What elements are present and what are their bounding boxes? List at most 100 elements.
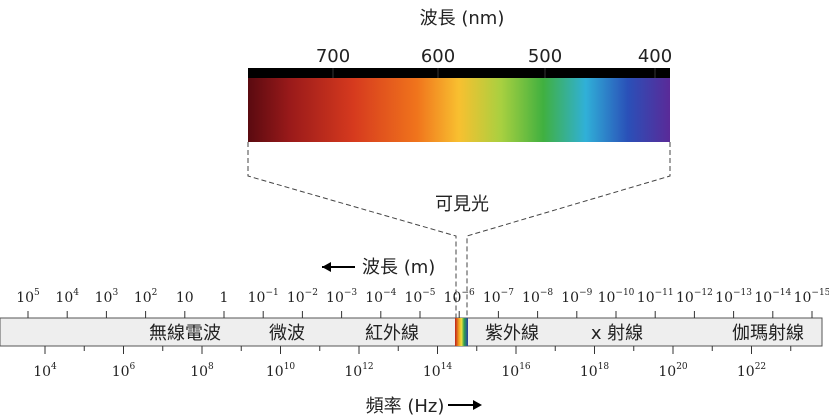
base: 10 bbox=[598, 290, 616, 306]
power-label: 10−5 bbox=[404, 288, 435, 306]
visible-spectrum bbox=[248, 78, 670, 142]
exponent: −10 bbox=[615, 288, 634, 298]
power-label: 10−9 bbox=[561, 288, 592, 306]
power-label: 1018 bbox=[580, 362, 610, 380]
nm-tick-label: 400 bbox=[638, 46, 672, 67]
base: 10 bbox=[715, 290, 733, 306]
exponent: −11 bbox=[655, 288, 674, 298]
base: 10 bbox=[55, 290, 73, 306]
base: 10 bbox=[501, 364, 519, 380]
power-label: 106 bbox=[112, 362, 136, 380]
power-label: 10−12 bbox=[676, 288, 713, 306]
power-label: 10−15 bbox=[794, 288, 829, 306]
power-label: 1010 bbox=[266, 362, 296, 380]
exponent: 4 bbox=[51, 362, 57, 372]
base: 10 bbox=[344, 364, 362, 380]
band-label: 微波 bbox=[269, 323, 305, 344]
base: 10 bbox=[287, 290, 305, 306]
exponent: −1 bbox=[265, 288, 278, 298]
power-label: 10−13 bbox=[715, 288, 752, 306]
exponent: 10 bbox=[284, 362, 296, 372]
zoom-line bbox=[466, 142, 671, 318]
base: 10 bbox=[637, 290, 655, 306]
base: 10 bbox=[176, 290, 194, 306]
frequency-label: 頻率 (Hz) bbox=[366, 396, 445, 415]
power-label: 10−8 bbox=[522, 288, 553, 306]
power-label: 1020 bbox=[658, 362, 688, 380]
wavelength-label: 波長 (m) bbox=[362, 257, 435, 278]
exponent: 5 bbox=[34, 288, 40, 298]
band-label: 紅外線 bbox=[365, 323, 419, 344]
power-label: 1 bbox=[220, 290, 229, 306]
exponent: −5 bbox=[422, 288, 436, 298]
power-label: 10−2 bbox=[287, 288, 318, 306]
base: 10 bbox=[522, 290, 540, 306]
base: 10 bbox=[95, 290, 113, 306]
power-label: 103 bbox=[95, 288, 119, 306]
base: 10 bbox=[794, 290, 812, 306]
exponent: −7 bbox=[501, 288, 515, 298]
exponent: −9 bbox=[579, 288, 593, 298]
exponent: 14 bbox=[441, 362, 453, 372]
base: 10 bbox=[404, 290, 422, 306]
base: 10 bbox=[16, 290, 34, 306]
base: 10 bbox=[266, 364, 284, 380]
visible-label: 可見光 bbox=[435, 194, 489, 215]
nm-tick-label: 500 bbox=[528, 46, 562, 67]
base: 10 bbox=[444, 290, 462, 306]
power-label: 10−10 bbox=[598, 288, 635, 306]
power-label: 1014 bbox=[423, 362, 453, 380]
exponent: 20 bbox=[676, 362, 688, 372]
exponent: 12 bbox=[362, 362, 373, 372]
exponent: 4 bbox=[73, 288, 79, 298]
base: 10 bbox=[580, 364, 598, 380]
exponent: −3 bbox=[344, 288, 358, 298]
power-label: 10−3 bbox=[326, 288, 357, 306]
exponent: 8 bbox=[208, 362, 214, 372]
exponent: −13 bbox=[733, 288, 752, 298]
power-label: 105 bbox=[16, 288, 40, 306]
spectrum-border bbox=[248, 68, 670, 78]
base: 10 bbox=[134, 290, 152, 306]
base: 10 bbox=[561, 290, 579, 306]
title: 波長 (nm) bbox=[420, 8, 505, 29]
band-label: 無線電波 bbox=[149, 323, 221, 344]
base: 10 bbox=[737, 364, 755, 380]
base: 10 bbox=[326, 290, 344, 306]
nm-tick-label: 600 bbox=[421, 46, 455, 67]
base: 10 bbox=[754, 290, 772, 306]
power-label: 1012 bbox=[344, 362, 373, 380]
arrow-head bbox=[322, 262, 331, 272]
exponent: 3 bbox=[112, 288, 118, 298]
exponent: 2 bbox=[152, 288, 158, 298]
power-label: 102 bbox=[134, 288, 158, 306]
exponent: 6 bbox=[130, 362, 136, 372]
base: 10 bbox=[676, 290, 694, 306]
power-label: 104 bbox=[55, 288, 79, 306]
base: 10 bbox=[112, 364, 130, 380]
exponent: −2 bbox=[305, 288, 318, 298]
zoom-line bbox=[247, 142, 457, 318]
spectrum-bar bbox=[0, 317, 823, 347]
base: 10 bbox=[190, 364, 208, 380]
power-label: 1016 bbox=[501, 362, 531, 380]
power-label: 10−1 bbox=[248, 288, 279, 306]
band-label: 伽瑪射線 bbox=[732, 323, 804, 344]
base: 10 bbox=[483, 290, 501, 306]
base: 10 bbox=[33, 364, 51, 380]
exponent: −6 bbox=[461, 288, 475, 298]
base: 10 bbox=[423, 364, 441, 380]
arrow-head bbox=[473, 400, 482, 410]
exponent: −8 bbox=[540, 288, 554, 298]
exponent: −15 bbox=[811, 288, 829, 298]
power-label: 1022 bbox=[737, 362, 766, 380]
exponent: 16 bbox=[519, 362, 531, 372]
power-label: 10−6 bbox=[444, 288, 475, 306]
power-label: 10−4 bbox=[365, 288, 396, 306]
base: 10 bbox=[658, 364, 676, 380]
exponent: −12 bbox=[694, 288, 713, 298]
exponent: −14 bbox=[772, 288, 791, 298]
exponent: −4 bbox=[383, 288, 397, 298]
power-label: 108 bbox=[190, 362, 214, 380]
